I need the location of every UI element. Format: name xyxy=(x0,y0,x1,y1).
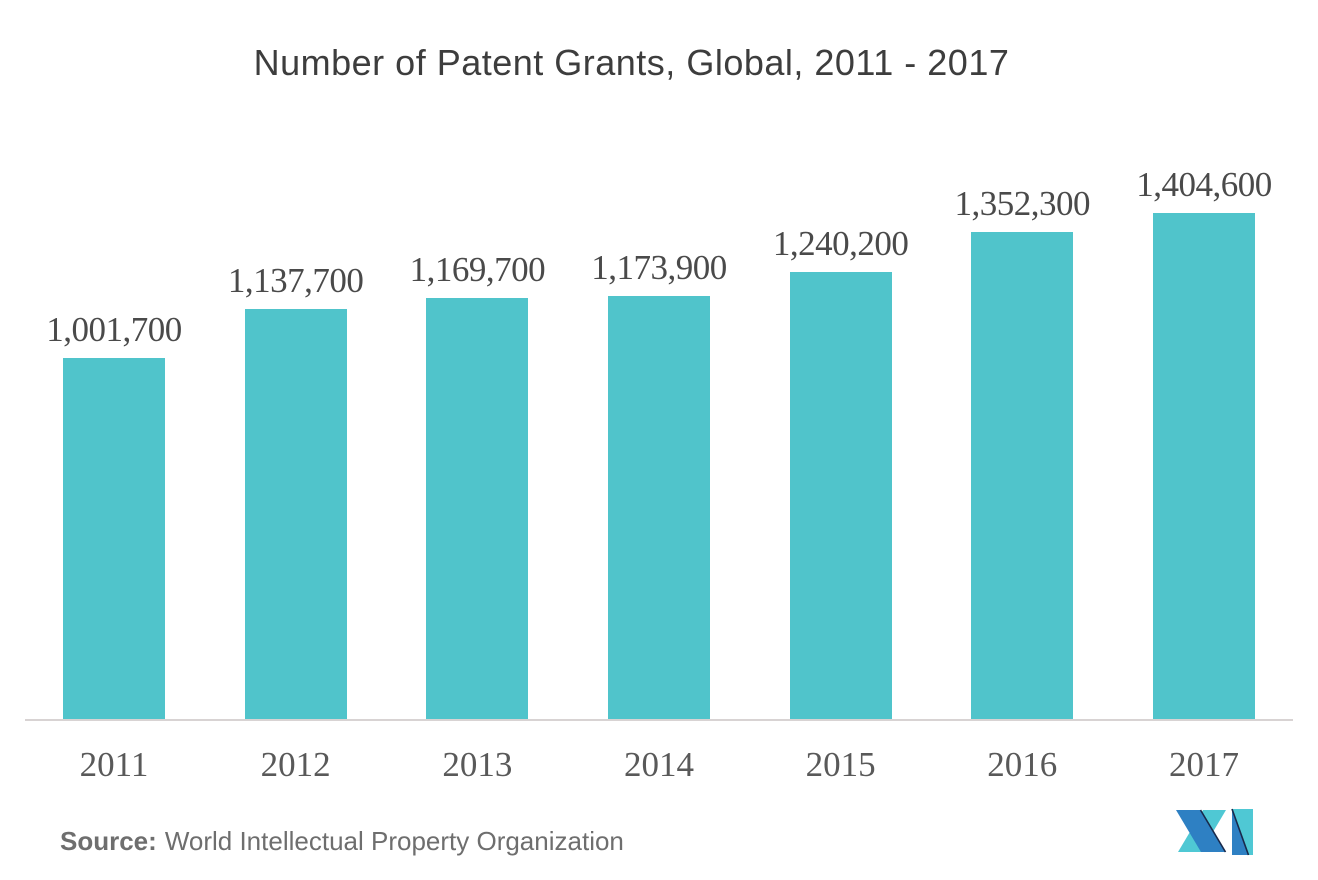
x-axis-label: 2014 xyxy=(623,745,694,784)
bar-value-label: 1,404,600 xyxy=(1136,165,1272,204)
logo-m-blue-shape xyxy=(1176,810,1225,852)
bar-value-label: 1,240,200 xyxy=(772,224,909,263)
logo-i-navy-edge xyxy=(1231,808,1250,856)
x-axis-label: 2015 xyxy=(805,745,876,784)
x-axis-label: 2017 xyxy=(1168,745,1239,784)
x-axis-label: 2013 xyxy=(442,745,513,784)
x-axis-labels: 2011 2012 2013 2014 2015 2016 2017 xyxy=(63,747,1255,782)
bar-column: 1,137,700 xyxy=(228,263,364,719)
bar-value-label: 1,137,700 xyxy=(227,261,364,300)
bar-value-label: 1,169,700 xyxy=(409,250,546,289)
x-axis-line xyxy=(25,719,1293,721)
chart-title: Number of Patent Grants, Global, 2011 - … xyxy=(253,42,1010,83)
logo-m-navy-edge xyxy=(1199,809,1227,853)
bar xyxy=(426,298,529,719)
bar-column: 1,404,600 xyxy=(1136,167,1272,719)
x-axis-label: 2012 xyxy=(260,745,331,784)
bar xyxy=(244,309,347,719)
bar-value-label: 1,001,700 xyxy=(46,310,182,349)
bar xyxy=(63,358,165,719)
bar xyxy=(1152,213,1255,719)
x-axis-label: 2011 xyxy=(79,745,149,784)
bar-value-label: 1,173,900 xyxy=(591,248,727,287)
bar-value-label: 1,352,300 xyxy=(954,184,1091,223)
bar xyxy=(971,232,1074,719)
source-text: World Intellectual Property Organization xyxy=(164,826,624,856)
bar-column: 1,173,900 xyxy=(591,250,727,719)
mordor-intelligence-logo xyxy=(1176,808,1253,856)
bar-column: 1,352,300 xyxy=(955,186,1091,719)
source-note: Source: World Intellectual Property Organ… xyxy=(60,826,624,857)
bar xyxy=(607,296,710,719)
bar-column: 1,001,700 xyxy=(46,312,182,719)
bar-column: 1,240,200 xyxy=(773,226,909,719)
x-axis-label: 2016 xyxy=(987,745,1058,784)
bar-column: 1,169,700 xyxy=(410,252,546,719)
bars-container: 1,001,700 1,137,700 1,169,700 1,173,900 1,24… xyxy=(46,0,1272,719)
bar xyxy=(789,272,892,719)
source-label: Source: xyxy=(60,826,157,856)
